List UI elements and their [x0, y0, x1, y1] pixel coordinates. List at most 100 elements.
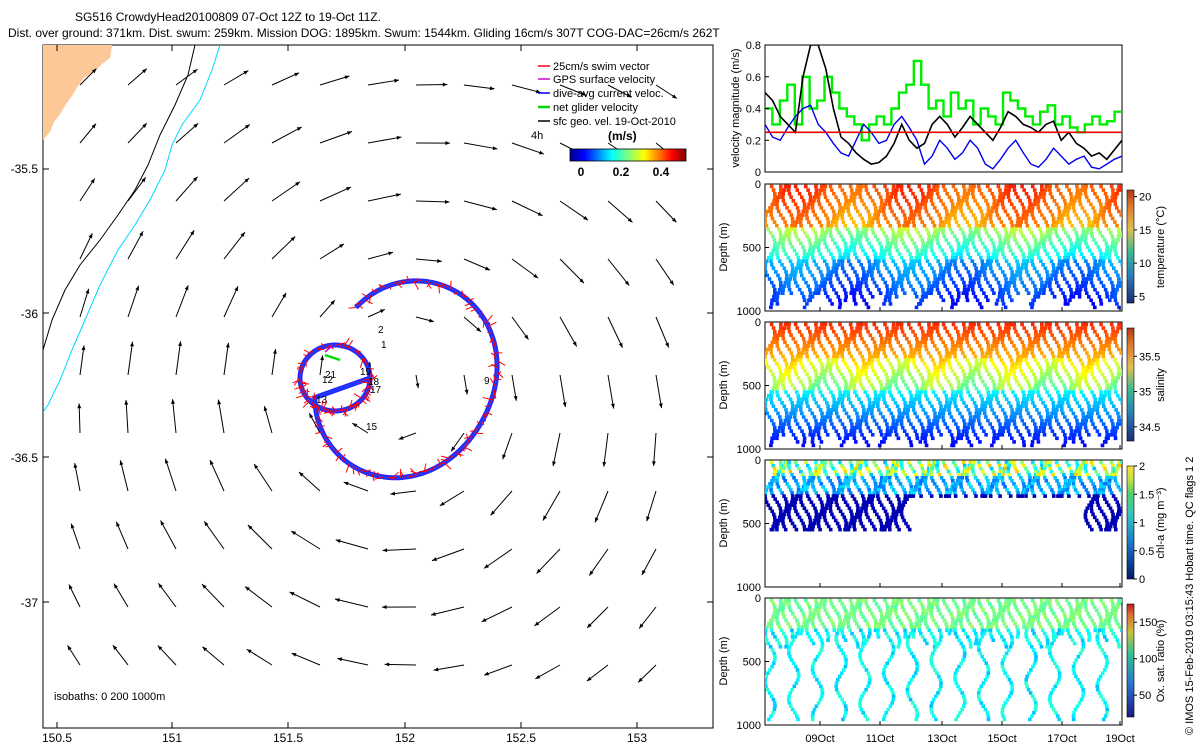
profile-sample [779, 287, 783, 292]
track-label: 17 [370, 385, 382, 396]
swim-vector [354, 402, 359, 411]
geo-velocity-arrow [655, 316, 670, 348]
profile-sample [1038, 195, 1042, 199]
profile-sample [1006, 287, 1011, 292]
profile-sample [968, 255, 972, 260]
profile-sample [996, 280, 1001, 285]
profile-sample [853, 408, 857, 412]
profile-sample [829, 372, 833, 377]
profile-sample [927, 188, 931, 192]
profile-sample [805, 347, 809, 352]
swim-vector [461, 290, 466, 298]
profile-sample [1068, 252, 1072, 256]
profile-sample [907, 418, 911, 423]
profile-sample [916, 393, 920, 398]
profile-sample [1081, 255, 1086, 260]
profile-sample [773, 433, 778, 437]
profile-sample [808, 291, 813, 295]
profile-sample [997, 372, 1002, 377]
profile-sample [1018, 270, 1023, 274]
profile-sample [855, 209, 860, 214]
profile-sample [850, 466, 854, 471]
profile-sample [794, 390, 799, 394]
profile-sample [1121, 216, 1122, 221]
profile-sample [852, 220, 856, 224]
profile-sample [781, 333, 785, 337]
profile-sample [998, 191, 1003, 196]
profile-sample [775, 295, 780, 299]
profile-sample [1099, 340, 1103, 345]
profile-sample [775, 298, 779, 303]
profile-sample [1010, 231, 1014, 235]
profile-sample [936, 259, 940, 263]
profile-sample [844, 199, 848, 203]
profile-sample [1117, 326, 1122, 330]
profile-sample [826, 361, 830, 366]
y-tick-label: -36.5 [11, 451, 39, 465]
profile-sample [998, 245, 1003, 249]
profile-sample [1012, 372, 1016, 377]
x-tick-label: 152.5 [506, 731, 536, 745]
profile-sample [965, 386, 969, 391]
profile-sample [894, 238, 898, 242]
profile-sample [1113, 245, 1117, 249]
profile-sample [817, 436, 822, 441]
profile-sample [1060, 241, 1064, 246]
profile-sample [865, 411, 870, 416]
profile-sample [811, 485, 815, 489]
profile-sample [874, 209, 878, 214]
profile-sample [854, 500, 858, 504]
profile-sample [1024, 266, 1028, 271]
profile-sample [1059, 266, 1064, 271]
profile-sample [1087, 227, 1091, 231]
profile-sample [911, 220, 916, 224]
profile-sample [1025, 241, 1030, 246]
profile-sample [967, 206, 971, 210]
profile-sample [847, 231, 852, 235]
profile-sample [852, 337, 856, 341]
profile-sample [817, 340, 822, 345]
profile-sample [962, 184, 966, 189]
profile-sample [1101, 188, 1106, 192]
profile-sample [825, 337, 830, 341]
profile-sample [805, 491, 809, 495]
profile-sample [1099, 202, 1103, 207]
profile-sample [995, 436, 1000, 441]
profile-sample [838, 298, 842, 303]
profile-sample [1030, 351, 1035, 355]
profile-sample [868, 401, 872, 405]
profile-sample [971, 372, 976, 377]
profile-sample [899, 322, 904, 327]
profile-sample [968, 188, 973, 192]
profile-sample [1026, 411, 1031, 416]
profile-sample [807, 358, 811, 362]
profile-sample [856, 415, 860, 419]
profile-sample [891, 369, 896, 373]
profile-sample [998, 329, 1003, 334]
profile-sample [816, 291, 821, 295]
profile-sample [885, 238, 890, 242]
profile-sample [960, 259, 964, 263]
profile-sample [1075, 322, 1079, 327]
profile-sample [846, 393, 850, 398]
profile-sample [974, 404, 978, 409]
profile-sample [1048, 376, 1052, 380]
profile-sample [1070, 361, 1074, 366]
profile-sample [834, 195, 838, 199]
profile-sample [832, 329, 836, 334]
geo-velocity-arrow [384, 663, 417, 666]
profile-sample [810, 206, 815, 210]
profile-sample [1008, 295, 1012, 299]
profile-sample [832, 220, 836, 224]
profile-sample [939, 270, 943, 274]
profile-sample [951, 390, 955, 394]
profile-sample [1092, 376, 1096, 380]
profile-sample [814, 512, 819, 517]
profile-sample [872, 280, 877, 285]
profile-sample [814, 425, 818, 430]
profile-sample [893, 191, 898, 196]
profile-sample [835, 245, 840, 249]
profile-sample [926, 429, 930, 433]
profile-sample [924, 443, 929, 448]
profile-sample [1111, 238, 1115, 242]
